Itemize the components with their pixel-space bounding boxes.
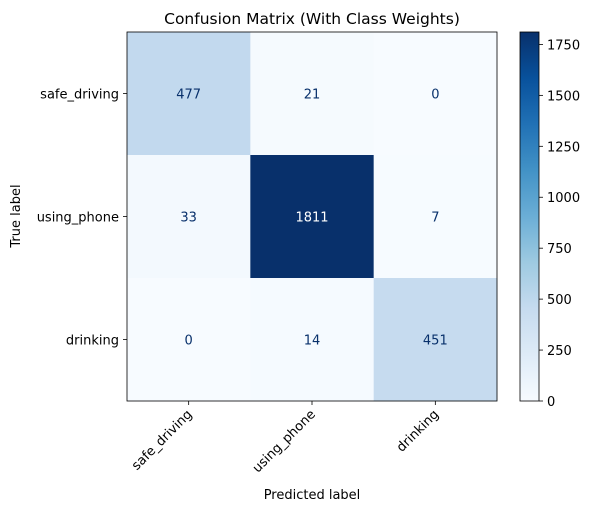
colorbar-tick-label: 500 bbox=[547, 293, 572, 308]
y-axis-label: True label bbox=[9, 184, 24, 248]
cell-value-label: 451 bbox=[423, 334, 448, 349]
cell-value-label: 1811 bbox=[295, 211, 328, 226]
heatmap-cell bbox=[250, 32, 375, 156]
x-tick-label: using_phone bbox=[250, 407, 319, 476]
colorbar-tick-label: 1500 bbox=[547, 89, 580, 104]
y-axis-ticks: safe_driving using_phone drinking bbox=[37, 88, 127, 349]
colorbar-tick-label: 1750 bbox=[547, 38, 580, 53]
colorbar-tick-label: 1000 bbox=[547, 191, 580, 206]
cell-value-label: 7 bbox=[431, 211, 439, 226]
colorbar-tick-label: 750 bbox=[547, 242, 572, 257]
heatmap-cell bbox=[250, 155, 375, 279]
heatmap-cell bbox=[373, 155, 498, 279]
cell-value-label: 477 bbox=[176, 88, 201, 103]
colorbar-tick-label: 250 bbox=[547, 344, 572, 359]
cell-value-label: 21 bbox=[304, 88, 321, 103]
heatmap-cells: 477 21 0 33 1811 7 0 14 451 bbox=[127, 32, 498, 402]
colorbar bbox=[519, 31, 540, 402]
heatmap-cell bbox=[127, 155, 251, 279]
y-tick-label: safe_driving bbox=[40, 88, 119, 103]
heatmap-cell bbox=[373, 32, 498, 156]
y-tick-label: drinking bbox=[66, 334, 119, 349]
colorbar-tick-label: 1250 bbox=[547, 140, 580, 155]
cell-value-label: 0 bbox=[185, 334, 193, 349]
heatmap-cell bbox=[127, 278, 251, 402]
cell-value-label: 14 bbox=[304, 334, 321, 349]
colorbar-ticks: 0 250 500 750 1000 1250 1500 1750 bbox=[539, 38, 580, 410]
heatmap-cell bbox=[250, 278, 375, 402]
x-axis-label: Predicted label bbox=[264, 488, 361, 503]
heatmap-cell bbox=[127, 32, 251, 156]
heatmap-cell bbox=[373, 278, 498, 402]
x-tick-label: drinking bbox=[394, 407, 442, 455]
x-axis-ticks: safe_driving using_phone drinking bbox=[129, 401, 442, 476]
x-tick-label: safe_driving bbox=[129, 407, 195, 473]
y-tick-label: using_phone bbox=[37, 211, 119, 226]
cell-value-label: 0 bbox=[431, 88, 439, 103]
cell-value-label: 33 bbox=[180, 211, 197, 226]
colorbar-tick-label: 0 bbox=[547, 395, 555, 410]
chart-title: Confusion Matrix (With Class Weights) bbox=[164, 10, 460, 28]
